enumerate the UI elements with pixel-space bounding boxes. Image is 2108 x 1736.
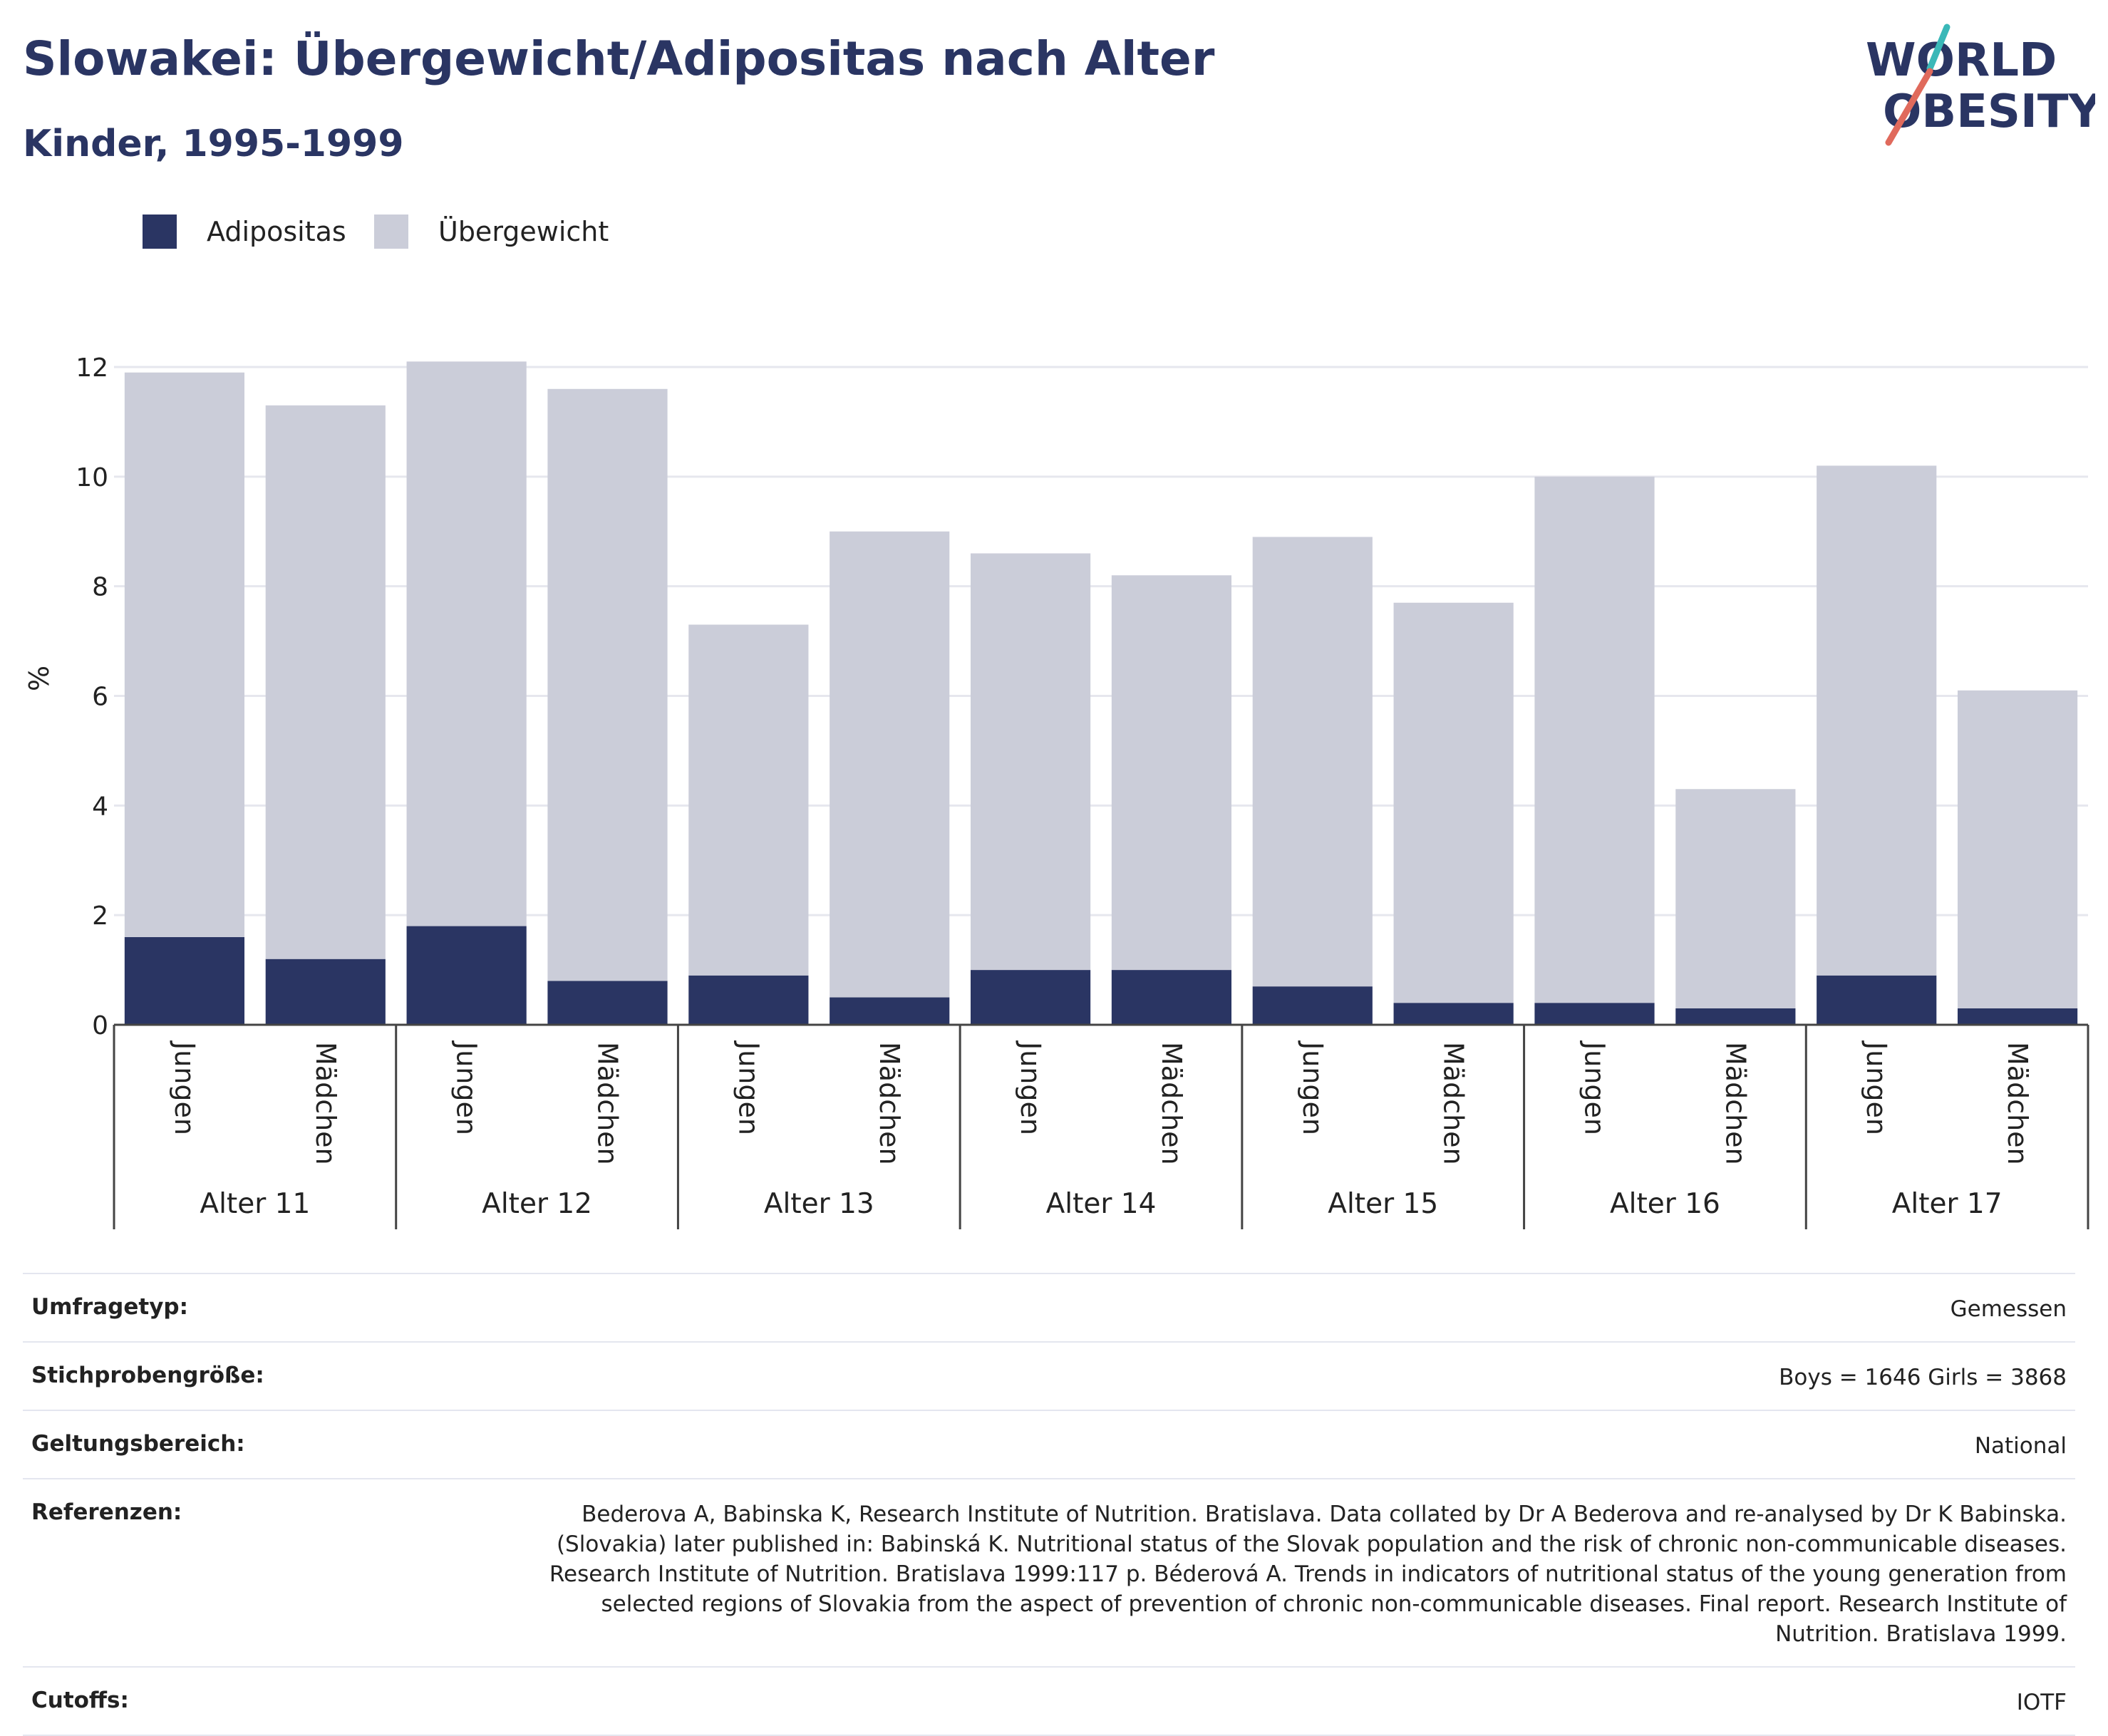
x-group-label: Alter 15 [1328, 1188, 1438, 1220]
logo-text-world: WORLD [1866, 34, 2057, 87]
bar-adipositas[interactable] [1111, 970, 1232, 1025]
bar-adipositas[interactable] [688, 975, 809, 1025]
bar-adipositas[interactable] [1393, 1003, 1514, 1025]
logo-slash-coral [1885, 68, 1933, 146]
x-subcategory-label: Jungen [1579, 1040, 1611, 1135]
x-group-label: Alter 16 [1610, 1188, 1720, 1220]
bar-uebergewicht[interactable] [830, 531, 950, 998]
bar-uebergewicht[interactable] [1957, 690, 2078, 1008]
x-axis: Jungen Mädchen Jungen Mädchen Jungen Mädchen J… [113, 1023, 2089, 1229]
bar-adipositas[interactable] [124, 936, 245, 1025]
bar-uebergewicht[interactable] [688, 624, 809, 976]
x-subcategory-label: Mädchen [1438, 1042, 1469, 1165]
bar-uebergewicht[interactable] [1817, 465, 1937, 976]
x-group-label: Alter 14 [1046, 1188, 1157, 1220]
y-tick-label: 12 [76, 353, 108, 383]
bar-uebergewicht[interactable] [547, 388, 668, 981]
x-subcategory-label: Jungen [1297, 1040, 1328, 1135]
x-subcategory-label: Jungen [1015, 1040, 1046, 1135]
meta-row-scope: Geltungsbereich: National [23, 1410, 2075, 1478]
meta-label: Stichprobengröße: [31, 1363, 264, 1388]
meta-label: Referenzen: [31, 1499, 182, 1525]
y-tick-label: 6 [92, 683, 108, 712]
bar-uebergewicht[interactable] [1675, 789, 1796, 1008]
meta-row-survey-type: Umfragetyp: Gemessen [23, 1273, 2075, 1341]
x-group-label: Alter 13 [764, 1188, 874, 1220]
meta-row-references: Referenzen: Bederova A, Babinska K, Rese… [23, 1478, 2075, 1666]
bar-adipositas[interactable] [406, 926, 527, 1025]
bar-uebergewicht[interactable] [1252, 537, 1373, 987]
bar-uebergewicht[interactable] [124, 372, 245, 937]
bar-adipositas[interactable] [970, 970, 1091, 1025]
x-group-label: Alter 11 [200, 1188, 310, 1220]
x-subcategory-label: Jungen [451, 1040, 482, 1135]
meta-row-sample-size: Stichprobengröße: Boys = 1646 Girls = 38… [23, 1341, 2075, 1410]
bar-uebergewicht[interactable] [406, 361, 527, 926]
legend-label-uebergewicht: Übergewicht [438, 216, 609, 247]
x-group-label: Alter 12 [482, 1188, 592, 1220]
meta-value: National [1974, 1433, 2067, 1459]
meta-label: Umfragetyp: [31, 1294, 188, 1320]
bar-adipositas[interactable] [1252, 986, 1373, 1025]
legend-swatch-adipositas [143, 215, 177, 249]
y-axis-ticks: 0 2 4 6 8 10 12 [76, 353, 108, 1040]
y-tick-label: 2 [92, 901, 108, 931]
meta-label: Cutoffs: [31, 1688, 129, 1713]
bar-adipositas[interactable] [265, 959, 386, 1025]
meta-label: Geltungsbereich: [31, 1431, 245, 1457]
y-tick-label: 0 [92, 1011, 108, 1040]
y-tick-label: 10 [76, 463, 108, 492]
y-tick-label: 4 [92, 792, 108, 821]
x-subcategory-label: Mädchen [1720, 1042, 1751, 1165]
legend-swatch-uebergewicht [374, 215, 408, 249]
legend-label-adipositas: Adipositas [207, 216, 346, 247]
y-tick-label: 8 [92, 573, 108, 602]
bar-uebergewicht[interactable] [970, 553, 1091, 971]
bar-adipositas[interactable] [1534, 1003, 1655, 1025]
meta-value: Boys = 1646 Girls = 3868 [1779, 1365, 2067, 1390]
bars [124, 361, 2078, 1025]
bar-adipositas[interactable] [547, 981, 668, 1025]
chart-subtitle: Kinder, 1995-1999 [23, 123, 404, 165]
y-axis-label: % [24, 666, 55, 691]
x-group-label: Alter 17 [1892, 1188, 2003, 1220]
x-subcategory-label: Jungen [169, 1040, 200, 1135]
bar-adipositas[interactable] [1675, 1008, 1796, 1025]
world-obesity-logo: WORLD OBESITY [1866, 24, 2095, 146]
bar-uebergewicht[interactable] [1534, 476, 1655, 1003]
metadata-table: Umfragetyp: Gemessen Stichprobengröße: B… [23, 1273, 2075, 1736]
bar-uebergewicht[interactable] [1111, 575, 1232, 971]
legend-item-adipositas[interactable]: Adipositas [143, 214, 346, 249]
legend-item-uebergewicht[interactable]: Übergewicht [374, 214, 609, 249]
x-subcategory-label: Mädchen [874, 1042, 905, 1165]
x-subcategory-label: Mädchen [592, 1042, 624, 1165]
meta-value: Bederova A, Babinska K, Research Institu… [549, 1502, 2067, 1647]
chart-title: Slowakei: Übergewicht/Adipositas nach Al… [23, 31, 1215, 86]
bar-adipositas[interactable] [830, 997, 950, 1025]
x-subcategory-label: Jungen [1861, 1040, 1892, 1135]
bar-uebergewicht[interactable] [1393, 602, 1514, 1003]
x-subcategory-label: Jungen [733, 1040, 764, 1135]
bar-adipositas[interactable] [1957, 1008, 2078, 1025]
x-subcategory-label: Mädchen [310, 1042, 341, 1165]
meta-value: Gemessen [1950, 1296, 2067, 1322]
meta-row-cutoffs: Cutoffs: IOTF [23, 1666, 2075, 1736]
meta-value: IOTF [2016, 1690, 2067, 1715]
bar-adipositas[interactable] [1817, 975, 1937, 1025]
x-subcategory-label: Mädchen [1156, 1042, 1187, 1165]
logo-slash-teal [1926, 24, 1951, 72]
x-subcategory-label: Mädchen [2002, 1042, 2033, 1165]
bar-uebergewicht[interactable] [265, 405, 386, 959]
